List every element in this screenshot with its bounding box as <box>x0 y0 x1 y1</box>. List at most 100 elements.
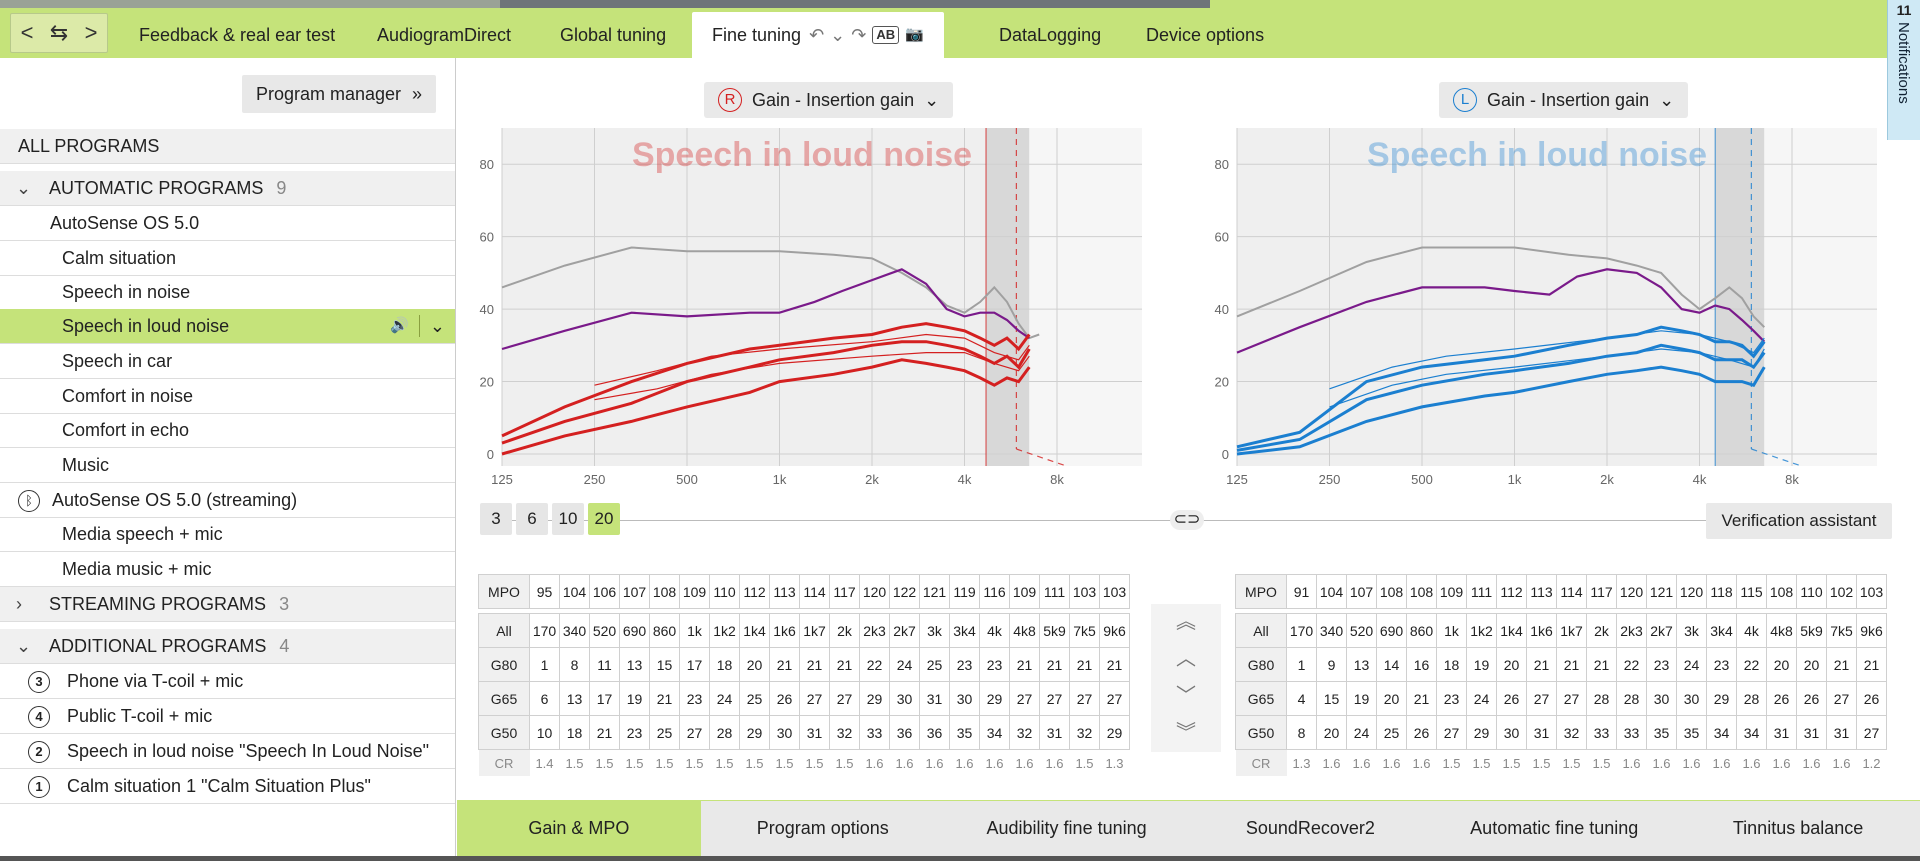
value-cell[interactable]: 27 <box>1826 681 1857 716</box>
program-media-music[interactable]: Media music + mic <box>0 552 455 587</box>
program-calm-situation[interactable]: Calm situation <box>0 241 455 276</box>
notifications-panel[interactable]: 11 Notifications <box>1887 0 1920 140</box>
value-cell[interactable]: 34 <box>1706 715 1737 750</box>
value-cell[interactable]: 114 <box>1556 574 1587 609</box>
value-cell[interactable]: 29 <box>1466 715 1497 750</box>
value-cell[interactable]: 20 <box>1496 647 1527 682</box>
value-cell[interactable]: 24 <box>889 647 920 682</box>
value-cell[interactable]: 34 <box>1736 715 1767 750</box>
value-cell[interactable]: 21 <box>1526 647 1557 682</box>
speaker-icon[interactable]: 🔊 <box>390 317 409 334</box>
value-cell[interactable]: 109 <box>1436 574 1467 609</box>
value-cell[interactable]: 21 <box>799 647 830 682</box>
program-comfort-in-noise[interactable]: Comfort in noise <box>0 379 455 414</box>
double-chevron-down-icon[interactable]: ︾ <box>1176 722 1196 744</box>
value-cell[interactable]: 109 <box>679 574 710 609</box>
value-cell[interactable]: 33 <box>1616 715 1647 750</box>
value-cell[interactable]: 117 <box>829 574 860 609</box>
value-cell[interactable]: 21 <box>1099 647 1130 682</box>
value-cell[interactable]: 23 <box>979 647 1010 682</box>
program-speech-in-loud-noise[interactable]: Speech in loud noise 🔊 ⌄ <box>0 309 455 344</box>
value-cell[interactable]: 116 <box>979 574 1010 609</box>
value-cell[interactable]: 103 <box>1099 574 1130 609</box>
value-cell[interactable]: 120 <box>1676 574 1707 609</box>
value-cell[interactable]: 27 <box>1856 715 1887 750</box>
value-cell[interactable]: 11 <box>589 647 620 682</box>
value-cell[interactable]: 117 <box>1586 574 1617 609</box>
tab-global-tuning[interactable]: Global tuning <box>560 25 667 45</box>
tab-program-options[interactable]: Program options <box>756 818 889 838</box>
value-cell[interactable]: 120 <box>1616 574 1647 609</box>
value-cell[interactable]: 15 <box>1316 681 1347 716</box>
value-cell[interactable]: 4 <box>1286 681 1317 716</box>
value-cell[interactable]: 27 <box>1526 681 1557 716</box>
value-cell[interactable]: 110 <box>1796 574 1827 609</box>
value-cell[interactable]: 23 <box>679 681 710 716</box>
value-cell[interactable]: 22 <box>1616 647 1647 682</box>
value-cell[interactable]: 27 <box>1556 681 1587 716</box>
value-cell[interactable]: 15 <box>649 647 680 682</box>
camera-icon[interactable]: 📷 <box>905 26 924 43</box>
tab-soundrecover2[interactable]: SoundRecover2 <box>1245 818 1375 838</box>
additional-programs-header[interactable]: ⌄ ADDITIONAL PROGRAMS 4 <box>0 629 455 664</box>
redo-icon[interactable]: ↷ <box>851 25 867 45</box>
automatic-programs-header[interactable]: ⌄ AUTOMATIC PROGRAMS 9 <box>0 171 455 206</box>
value-cell[interactable]: 31 <box>1766 715 1797 750</box>
value-cell[interactable]: 102 <box>1826 574 1857 609</box>
value-cell[interactable]: 27 <box>1099 681 1130 716</box>
value-cell[interactable]: 30 <box>889 681 920 716</box>
value-cell[interactable]: 29 <box>739 715 770 750</box>
value-cell[interactable]: 21 <box>1406 681 1437 716</box>
value-cell[interactable]: 19 <box>1466 647 1497 682</box>
program-speech-in-car[interactable]: Speech in car <box>0 344 455 379</box>
value-cell[interactable]: 20 <box>1766 647 1797 682</box>
value-cell[interactable]: 24 <box>1466 681 1497 716</box>
value-cell[interactable]: 32 <box>1556 715 1587 750</box>
value-cell[interactable]: 32 <box>1069 715 1100 750</box>
ab-compare-icon[interactable]: AB <box>872 26 900 44</box>
streaming-programs-header[interactable]: › STREAMING PROGRAMS 3 <box>0 587 455 622</box>
value-cell[interactable]: 25 <box>1376 715 1407 750</box>
value-cell[interactable]: 30 <box>1496 715 1527 750</box>
value-cell[interactable]: 14 <box>1376 647 1407 682</box>
value-cell[interactable]: 33 <box>1586 715 1617 750</box>
value-cell[interactable]: 26 <box>1406 715 1437 750</box>
value-cell[interactable]: 112 <box>1496 574 1527 609</box>
value-cell[interactable]: 6 <box>529 681 560 716</box>
value-cell[interactable]: 35 <box>949 715 980 750</box>
value-cell[interactable]: 108 <box>1376 574 1407 609</box>
value-cell[interactable]: 25 <box>649 715 680 750</box>
program-manager-button[interactable]: Program manager » <box>242 75 436 113</box>
value-cell[interactable]: 21 <box>1856 647 1887 682</box>
value-cell[interactable]: 110 <box>709 574 740 609</box>
tab-feedback[interactable]: Feedback & real ear test <box>139 25 336 45</box>
tab-gain-mpo[interactable]: Gain & MPO <box>457 801 701 856</box>
value-cell[interactable]: 27 <box>1436 715 1467 750</box>
value-cell[interactable]: 31 <box>919 681 950 716</box>
value-cell[interactable]: 28 <box>1616 681 1647 716</box>
value-cell[interactable]: 25 <box>739 681 770 716</box>
value-cell[interactable]: 28 <box>1736 681 1767 716</box>
value-cell[interactable]: 107 <box>619 574 650 609</box>
value-cell[interactable]: 91 <box>1286 574 1317 609</box>
value-cell[interactable]: 30 <box>1676 681 1707 716</box>
value-cell[interactable]: 13 <box>619 647 650 682</box>
program-phone-tcoil[interactable]: 3 Phone via T-coil + mic <box>0 664 455 699</box>
value-cell[interactable]: 21 <box>769 647 800 682</box>
value-cell[interactable]: 107 <box>1346 574 1377 609</box>
value-cell[interactable]: 104 <box>1316 574 1347 609</box>
value-cell[interactable]: 27 <box>1069 681 1100 716</box>
value-cell[interactable]: 113 <box>769 574 800 609</box>
value-cell[interactable]: 1 <box>529 647 560 682</box>
value-cell[interactable]: 103 <box>1856 574 1887 609</box>
value-cell[interactable]: 21 <box>649 681 680 716</box>
program-comfort-in-echo[interactable]: Comfort in echo <box>0 413 455 448</box>
value-cell[interactable]: 27 <box>1009 681 1040 716</box>
value-cell[interactable]: 24 <box>1346 715 1377 750</box>
right-ear-gain-chart[interactable]: 125 250 500 1k 2k 4k 8k 0 20 40 60 80 Speech in loud… <box>472 126 1172 490</box>
value-cell[interactable]: 23 <box>1706 647 1737 682</box>
value-cell[interactable]: 112 <box>739 574 770 609</box>
value-cell[interactable]: 23 <box>949 647 980 682</box>
value-cell[interactable]: 21 <box>1586 647 1617 682</box>
value-cell[interactable]: 113 <box>1526 574 1557 609</box>
